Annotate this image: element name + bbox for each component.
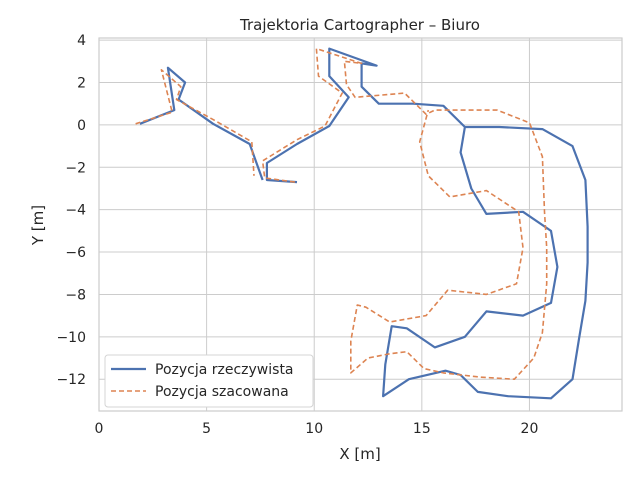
x-tick-label: 15 bbox=[413, 421, 431, 437]
estimated-trajectory-line-3 bbox=[135, 69, 255, 176]
y-tick-label: −4 bbox=[65, 203, 86, 219]
axes-frame bbox=[98, 37, 623, 412]
chart-title: Trajektoria Cartographer – Biuro bbox=[239, 16, 480, 34]
x-tick-label: 20 bbox=[521, 421, 539, 437]
y-tick-label: 2 bbox=[77, 76, 86, 92]
y-tick-label: 4 bbox=[77, 33, 86, 49]
x-tick-label: 0 bbox=[95, 421, 104, 437]
grid bbox=[98, 38, 622, 411]
estimated-trajectory-line-1 bbox=[261, 47, 548, 381]
actual-trajectory-line-2 bbox=[139, 66, 264, 181]
y-tick-label: −8 bbox=[65, 287, 86, 303]
y-tick-label: −6 bbox=[65, 245, 86, 261]
y-tick-label: −10 bbox=[56, 330, 86, 346]
plot-area bbox=[135, 47, 589, 400]
plot-frame bbox=[98, 37, 623, 412]
legend-label-actual: Pozycja rzeczywista bbox=[155, 362, 294, 378]
legend-label-estimated: Pozycja szacowana bbox=[155, 384, 289, 400]
y-tick-label: 0 bbox=[77, 118, 86, 134]
y-axis-label: Y [m] bbox=[29, 205, 47, 246]
y-tick-label: −2 bbox=[65, 160, 86, 176]
x-axis-label: X [m] bbox=[339, 445, 380, 463]
x-tick-label: 5 bbox=[202, 421, 211, 437]
actual-trajectory-line-0 bbox=[265, 47, 589, 400]
y-tick-label: −12 bbox=[56, 372, 86, 388]
legend-box bbox=[104, 354, 314, 408]
legend: Pozycja rzeczywista Pozycja szacowana bbox=[104, 354, 314, 408]
x-tick-label: 10 bbox=[305, 421, 323, 437]
